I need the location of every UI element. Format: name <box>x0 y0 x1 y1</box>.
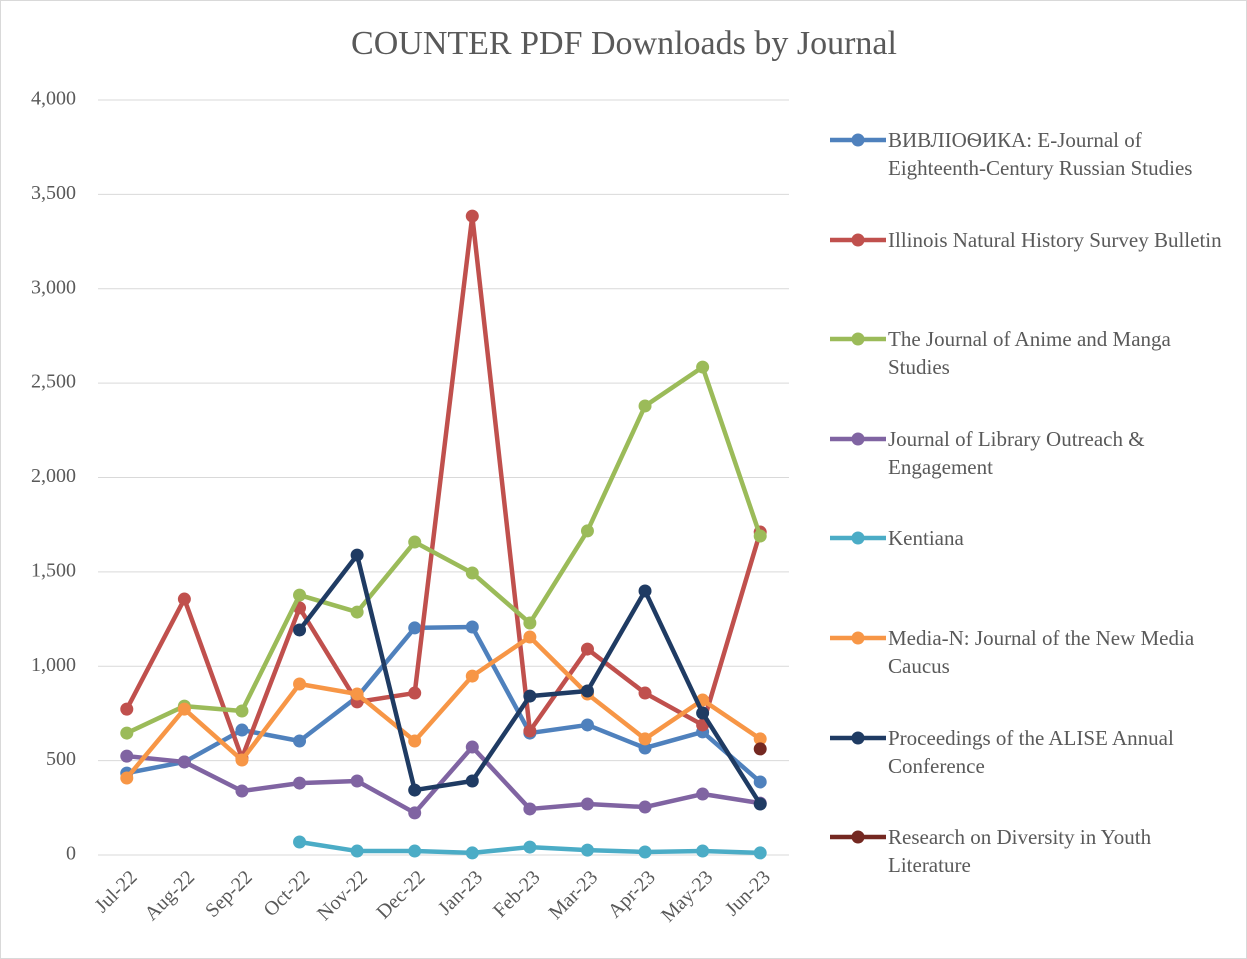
point <box>753 846 767 860</box>
legend-marker <box>851 531 865 545</box>
point <box>638 732 652 746</box>
legend-marker <box>851 731 865 745</box>
point <box>580 843 594 857</box>
point <box>408 783 422 797</box>
point <box>408 535 422 549</box>
point <box>753 742 767 756</box>
point <box>177 702 191 716</box>
legend-label: Illinois Natural History Survey Bulletin <box>888 228 1222 252</box>
point <box>235 704 249 718</box>
point <box>293 734 307 748</box>
series-line <box>125 364 763 736</box>
point <box>350 687 364 701</box>
point <box>696 706 710 720</box>
legend-marker <box>851 631 865 645</box>
point <box>120 726 134 740</box>
point <box>177 592 191 606</box>
point <box>408 686 422 700</box>
point <box>580 524 594 538</box>
point <box>293 588 307 602</box>
point <box>350 844 364 858</box>
point <box>753 732 767 746</box>
legend-marker <box>851 432 865 446</box>
legend-marker <box>851 233 865 247</box>
legend-label: ВИВЛІОѲИКА: E-Journal of Eighteenth-Cent… <box>888 128 1193 180</box>
point <box>465 209 479 223</box>
point <box>580 642 594 656</box>
point <box>120 749 134 763</box>
legend-label: Research on Diversity in Youth Literatur… <box>888 825 1152 877</box>
y-tick-label: 1,000 <box>31 654 76 676</box>
point <box>523 724 537 738</box>
point <box>408 806 422 820</box>
legend-marker <box>851 332 865 346</box>
point <box>465 566 479 580</box>
point <box>408 621 422 635</box>
legend-label: Kentiana <box>888 526 964 550</box>
y-tick-label: 3,000 <box>31 276 76 298</box>
point <box>580 684 594 698</box>
point <box>235 784 249 798</box>
point <box>465 846 479 860</box>
legend-label: The Journal of Anime and Manga Studies <box>888 327 1171 379</box>
point <box>753 529 767 543</box>
legend-marker <box>851 830 865 844</box>
y-tick-label: 0 <box>66 843 76 865</box>
point <box>293 623 307 637</box>
point <box>638 399 652 413</box>
point <box>177 755 191 769</box>
point <box>465 669 479 683</box>
point <box>293 677 307 691</box>
point <box>523 616 537 630</box>
point <box>523 689 537 703</box>
point <box>696 360 710 374</box>
point <box>408 844 422 858</box>
legend-label: Proceedings of the ALISE Annual Conferen… <box>888 726 1174 778</box>
point <box>638 686 652 700</box>
legend-label: Media-N: Journal of the New Media Caucus <box>888 626 1195 678</box>
point <box>465 774 479 788</box>
point <box>235 723 249 737</box>
point <box>408 734 422 748</box>
point <box>350 548 364 562</box>
point <box>120 771 134 785</box>
y-tick-label: 1,500 <box>31 559 76 581</box>
point <box>293 835 307 849</box>
y-tick-label: 3,500 <box>31 182 76 204</box>
legend-label: Journal of Library Outreach & Engagement <box>888 427 1145 479</box>
point <box>523 802 537 816</box>
series-line <box>126 744 761 816</box>
point <box>293 776 307 790</box>
point <box>753 797 767 811</box>
point <box>696 844 710 858</box>
y-tick-label: 4,000 <box>31 88 76 110</box>
point <box>580 797 594 811</box>
point <box>580 718 594 732</box>
point <box>753 775 767 789</box>
y-tick-label: 500 <box>46 748 76 770</box>
y-tick-label: 2,500 <box>31 371 76 393</box>
point <box>465 620 479 634</box>
point <box>523 630 537 644</box>
point <box>696 787 710 801</box>
point <box>638 845 652 859</box>
y-tick-label: 2,000 <box>31 465 76 487</box>
point <box>638 584 652 598</box>
point <box>350 774 364 788</box>
point <box>523 840 537 854</box>
legend-marker <box>851 133 865 147</box>
point <box>350 605 364 619</box>
point <box>235 753 249 767</box>
point <box>120 702 134 716</box>
series-line <box>124 213 763 761</box>
point <box>638 800 652 814</box>
point <box>638 741 652 755</box>
series-line <box>125 634 762 780</box>
point <box>465 740 479 754</box>
chart-title: COUNTER PDF Downloads by Journal <box>351 25 897 62</box>
